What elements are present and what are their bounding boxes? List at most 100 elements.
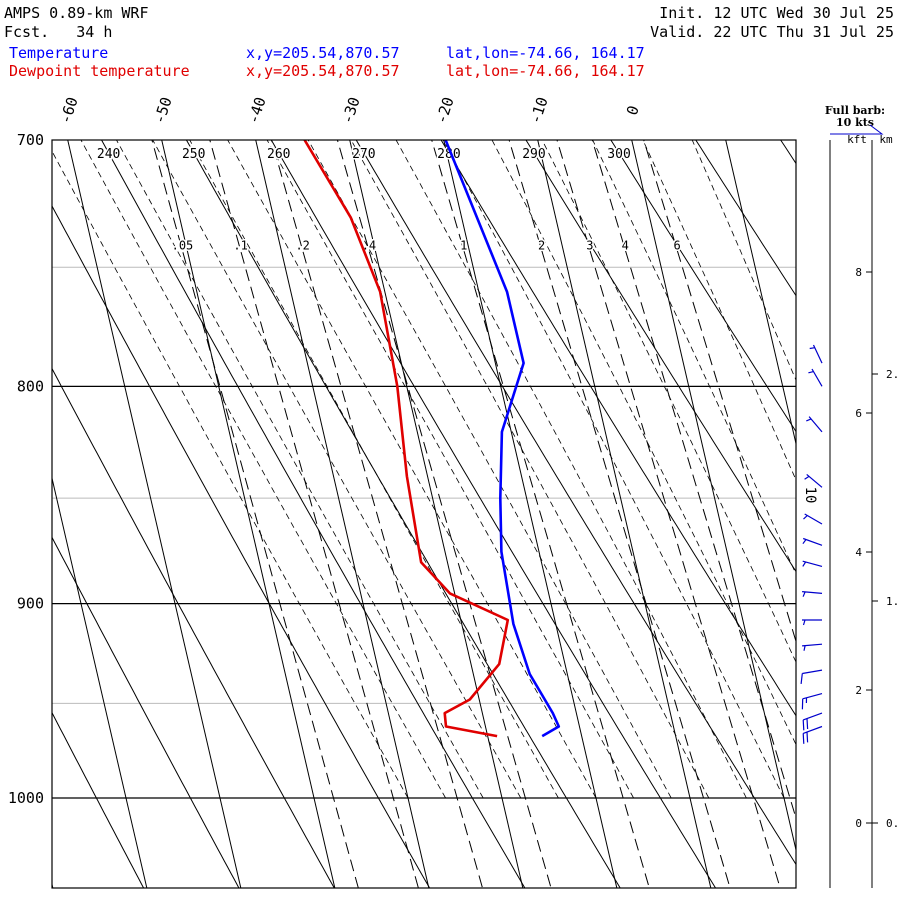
wind-barb [802, 560, 823, 567]
moist-adiabat [350, 140, 710, 799]
legend-dewpoint-latlon: lat,lon=-74.66, 164.17 [446, 62, 645, 80]
wind-barb [800, 669, 823, 684]
mixing-ratio-line [151, 140, 359, 888]
moist-adiabat [395, 140, 747, 799]
plot-frame [51, 139, 797, 889]
moist-adiabat [116, 140, 484, 799]
temperature-label: -40 [244, 95, 269, 126]
moist-adiabat [152, 140, 522, 799]
moist-adiabat [227, 140, 597, 799]
wind-barb [804, 473, 823, 488]
dry-adiabat [52, 711, 145, 888]
dry-adiabat [695, 140, 796, 297]
kft-label: 0 [855, 817, 862, 830]
dry-adiabat [862, 135, 900, 891]
wind-barb [803, 513, 823, 525]
wind-barb [801, 693, 823, 710]
kft-label: 2 [855, 684, 862, 697]
wind-key-value: 10 kts [836, 116, 874, 129]
isotherm [52, 476, 148, 888]
dry-adiabat [185, 140, 621, 888]
kft-label: 6 [855, 407, 862, 420]
theta-label: 280 [437, 147, 460, 162]
dry-adiabat [355, 140, 796, 866]
temperature-label: -30 [338, 95, 363, 126]
theta-label: 230 [12, 147, 35, 162]
mixing-ratio-label: 1 [460, 238, 467, 252]
dry-adiabat [440, 140, 796, 717]
legend-temperature-latlon: lat,lon=-74.66, 164.17 [446, 44, 645, 62]
isotherm [52, 882, 54, 888]
forecast-hour: Fcst. 34 h [4, 23, 113, 41]
wind-barb [806, 416, 823, 433]
isotherm [161, 140, 336, 888]
theta-label: 260 [267, 147, 290, 162]
moist-adiabat [189, 140, 559, 799]
moist-adiabat [491, 140, 796, 746]
init-time: Init. 12 UTC Wed 30 Jul 25 [659, 4, 894, 22]
temperature-label: 0 [623, 103, 643, 117]
mixing-ratio-label: 4 [622, 238, 629, 252]
pressure-label: 900 [17, 595, 44, 613]
isotherm [443, 140, 618, 888]
legend-temperature-name: Temperature [9, 44, 109, 62]
kft-label: 8 [855, 266, 862, 279]
mixing-ratio-label: 3 [586, 238, 593, 252]
mixing-ratio-label: .05 [172, 238, 194, 252]
dry-adiabat [52, 536, 240, 888]
wind-barb [802, 591, 823, 597]
wind-key-barb [830, 124, 884, 135]
isotherm [255, 140, 430, 888]
dry-adiabat [610, 140, 796, 433]
theta-label: 240 [97, 147, 120, 162]
wind-key-title: Full barb: [825, 104, 885, 117]
moist-adiabat [80, 140, 446, 799]
isotherm [67, 140, 242, 888]
wind-barb [809, 344, 823, 364]
dewpoint-profile [303, 140, 510, 738]
mixing-ratio-label: .1 [233, 238, 247, 252]
wind-barb [802, 537, 823, 546]
pressure-label: 700 [17, 131, 44, 149]
moist-adiabat [541, 140, 796, 663]
mixing-ratio-line [209, 140, 419, 888]
moist-adiabat [592, 140, 796, 575]
dry-adiabat [270, 140, 717, 888]
legend-dewpoint-name: Dewpoint temperature [9, 62, 190, 80]
wind-barb [808, 368, 823, 387]
mixing-ratio-label: .2 [295, 238, 309, 252]
moist-adiabat [52, 150, 409, 799]
mixing-ratio-label: 2 [538, 238, 545, 252]
km-label: 2. [886, 368, 899, 381]
dry-adiabat [52, 367, 335, 888]
isotherm [537, 140, 712, 888]
isotherm [349, 140, 524, 888]
km-label: 1. [886, 595, 899, 608]
wind-barb [802, 643, 823, 651]
theta-label: 300 [607, 147, 630, 162]
km-label: 0. [886, 817, 899, 830]
pressure-label: 1000 [8, 789, 44, 807]
mixing-ratio-line [643, 140, 796, 644]
moist-adiabat [266, 140, 634, 799]
mixing-ratio-line [556, 140, 781, 888]
dry-adiabat [100, 140, 526, 888]
isotherm [820, 140, 900, 888]
wind-barb [802, 725, 823, 744]
mixing-ratio-label: 6 [674, 238, 681, 252]
wind-barb [802, 619, 822, 626]
mixing-ratio-line [431, 140, 650, 888]
temperature-profile [444, 140, 561, 738]
theta-label: 250 [182, 147, 205, 162]
barb-axis-label: 10 [802, 487, 818, 504]
theta-label: 290 [522, 147, 545, 162]
mixing-ratio-line [336, 140, 552, 888]
mixing-ratio-line [270, 140, 484, 888]
model-title: AMPS 0.89-km WRF [4, 4, 149, 22]
temperature-label: -10 [526, 95, 551, 126]
kft-unit-label: kft [847, 133, 867, 146]
isotherm [725, 140, 796, 446]
kft-label: 4 [855, 546, 862, 559]
